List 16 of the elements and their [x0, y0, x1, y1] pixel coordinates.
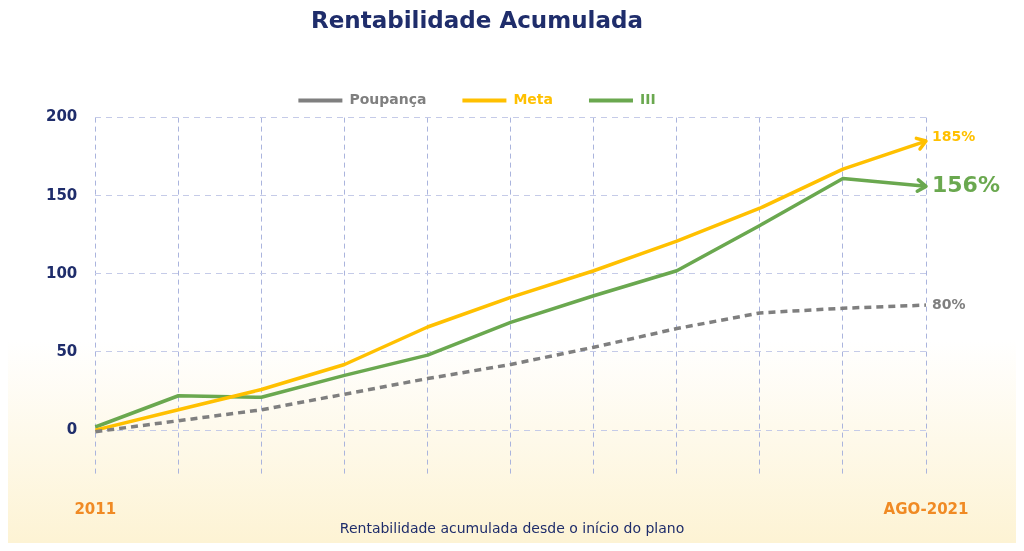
- data-label: 80%: [932, 295, 966, 312]
- legend-label: III: [639, 91, 656, 108]
- legend-label: Poupança: [349, 91, 427, 108]
- data-label: 156%: [932, 172, 1000, 198]
- line-series: [93, 303, 928, 434]
- x-axis-title: Rentabilidade acumulada desde o início do plano: [339, 519, 685, 536]
- y-tick-label: 200: [46, 107, 78, 126]
- y-tick-label: 150: [46, 185, 78, 204]
- x-tick-label: 2011: [74, 499, 117, 518]
- y-tick-label: 0: [66, 420, 78, 439]
- legend-label: Meta: [513, 91, 553, 108]
- y-tick-label: 50: [56, 341, 78, 360]
- x-tick-label: AGO-2021: [883, 499, 969, 518]
- data-label: 185%: [932, 127, 976, 144]
- y-tick-label: 100: [46, 263, 78, 282]
- chart-title: Rentabilidade Acumulada: [311, 6, 643, 33]
